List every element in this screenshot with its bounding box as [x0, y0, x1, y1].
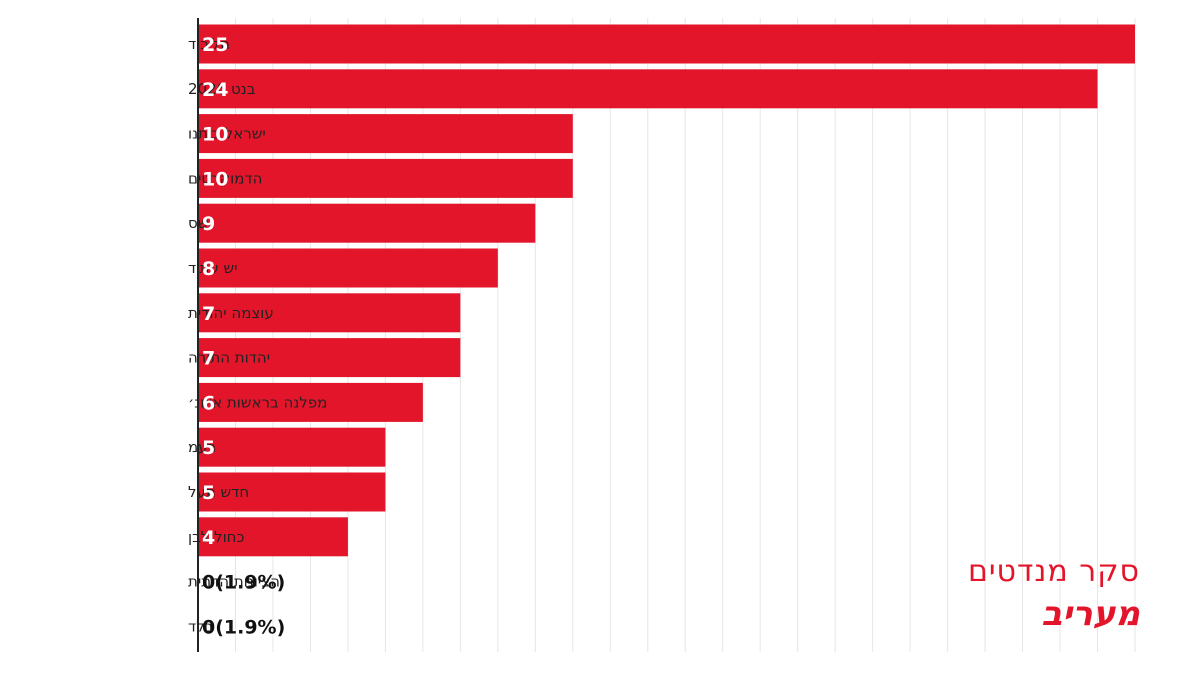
category-label: עוצמה יהודית [188, 304, 274, 322]
value-label: 9 [202, 213, 215, 235]
value-label: 0(1.9%) [202, 572, 285, 594]
brand-maariv-logo: מעריב [1041, 594, 1140, 634]
category-label: הציונות הדתית [188, 573, 280, 591]
value-label: 24 [202, 79, 228, 101]
value-label: 8 [202, 258, 215, 280]
value-labels: 25 24 10 10 9 8 7 7 6 5 5 4 0(1.9%) 0(1.9%) [202, 34, 285, 638]
brand-survey-title: סקר מנדטים [967, 554, 1140, 589]
bar [198, 24, 1135, 64]
bar [198, 472, 386, 512]
category-label: הדמוקרטים [188, 169, 262, 187]
value-label: 4 [202, 527, 215, 549]
bar [198, 517, 348, 557]
category-label: בלד [188, 617, 214, 635]
bar [198, 293, 461, 333]
category-label: ישראל ביתנו [188, 125, 266, 143]
category-label: מפלנה בראשות אייזנ׳ [188, 393, 327, 411]
bar [198, 114, 573, 154]
bar [198, 203, 536, 243]
bar [198, 427, 386, 467]
bars [198, 24, 1135, 557]
value-label: 0(1.9%) [202, 616, 285, 638]
bar [198, 248, 498, 288]
value-label: 25 [202, 34, 228, 56]
category-label: חדש תעל [188, 483, 249, 501]
value-label: 10 [202, 124, 228, 146]
value-label: 7 [202, 303, 215, 325]
value-label: 7 [202, 348, 215, 370]
category-label: רעמ [188, 438, 216, 456]
category-label: שס [188, 214, 208, 232]
category-label: הליכוד [188, 35, 230, 53]
bar [198, 69, 1098, 109]
category-label: בנט 2026 [188, 80, 256, 98]
value-label: 6 [202, 392, 215, 414]
bar [198, 158, 573, 198]
bar [198, 382, 423, 422]
value-label: 5 [202, 437, 215, 459]
brand-logo: סקר מנדטים מעריב [940, 552, 1140, 636]
value-label: 10 [202, 168, 228, 190]
category-label: יש עתיד [188, 259, 238, 277]
category-label: יהדות התורה [188, 349, 270, 367]
bar [198, 338, 461, 378]
category-label: כחול לבן [188, 528, 244, 546]
category-labels: הליכוד בנט 2026 ישראל ביתנו הדמוקרטים שס יש ע… [188, 35, 327, 635]
value-label: 5 [202, 482, 215, 504]
